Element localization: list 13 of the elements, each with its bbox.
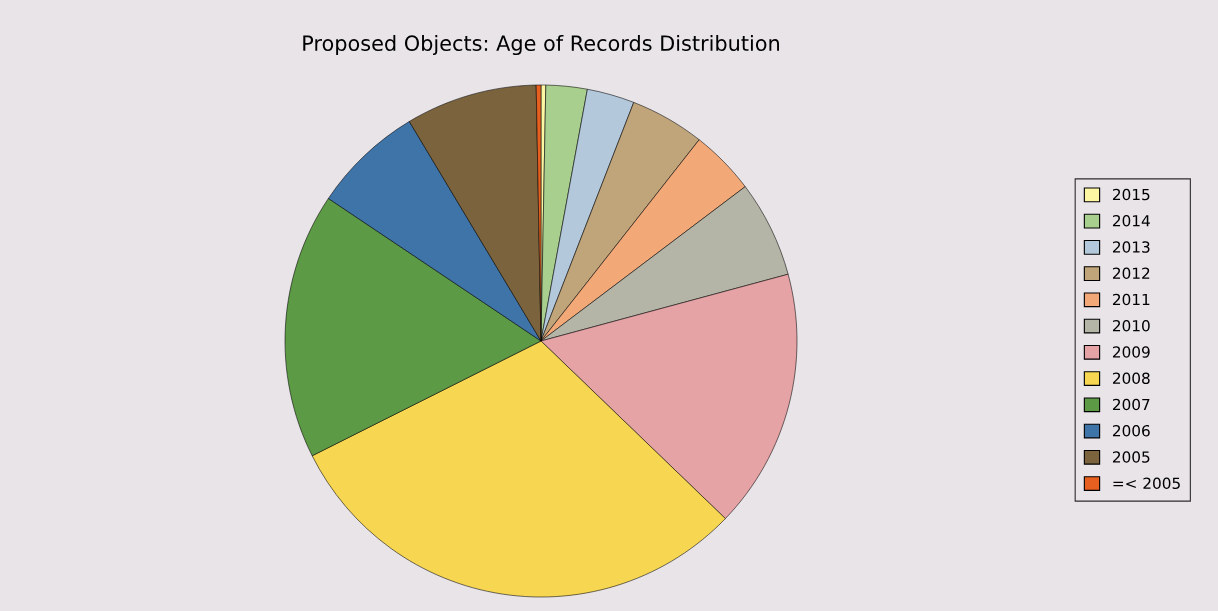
- legend-label: 2006: [1112, 424, 1150, 437]
- legend-label: 2013: [1112, 241, 1150, 253]
- legend-label: 2015: [1112, 188, 1150, 201]
- chart-title: Proposed Objects: Age of Records Distribution: [303, 34, 779, 56]
- legend-label: 2011: [1112, 293, 1150, 306]
- legend-label: 2008: [1112, 372, 1150, 385]
- legend-label: 2007: [1112, 398, 1150, 411]
- legend-label: 2009: [1112, 346, 1150, 358]
- legend-label: 2014: [1112, 215, 1150, 227]
- legend-label: 2005: [1112, 451, 1150, 463]
- legend-label: =< 2005: [1113, 477, 1180, 490]
- legend-label: 2012: [1112, 267, 1150, 280]
- legend-label: 2010: [1112, 319, 1150, 332]
